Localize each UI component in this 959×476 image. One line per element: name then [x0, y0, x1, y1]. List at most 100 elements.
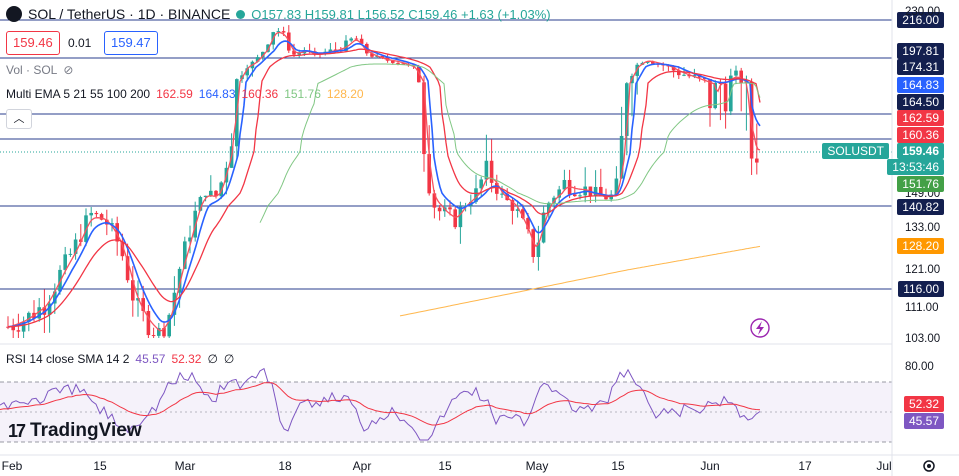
- symbol-title[interactable]: SOL / TetherUS · 1D · BINANCE: [28, 6, 231, 22]
- candle-body: [391, 60, 395, 63]
- ema200-value: 128.20: [326, 87, 364, 101]
- candle-body: [500, 193, 504, 195]
- current-price-tag: 159.46: [897, 143, 944, 159]
- price-axis-tick: 133.00: [905, 222, 941, 234]
- brand-name: TradingView: [30, 420, 142, 441]
- candle-body: [68, 253, 73, 255]
- candle-body: [521, 209, 525, 219]
- candle-body: [739, 70, 743, 84]
- price-tag: 164.50: [897, 94, 944, 110]
- candle-body: [396, 62, 400, 64]
- candle-body: [547, 202, 551, 213]
- price-axis-tick: 111.00: [905, 302, 939, 314]
- candle-body: [73, 239, 78, 254]
- candle-body: [11, 326, 15, 331]
- candle-body: [614, 178, 619, 195]
- rsi-sma-tag: 52.32: [903, 396, 944, 412]
- candle-body: [177, 268, 182, 293]
- time-axis-label: 17: [798, 459, 812, 473]
- candle-body: [183, 241, 187, 269]
- live-dot-icon: [236, 9, 246, 19]
- collapse-legend-button[interactable]: ︿: [6, 109, 32, 129]
- candle-body: [281, 31, 286, 33]
- eye-off-icon[interactable]: ⊘: [63, 63, 74, 77]
- ema55-value: 160.36: [241, 87, 279, 101]
- volume-legend[interactable]: Vol · SOL ⊘: [6, 63, 73, 77]
- candle-body: [131, 280, 135, 301]
- candle-body: [437, 207, 442, 212]
- rsi-tag: 45.57: [903, 413, 944, 429]
- candle-body: [37, 307, 41, 319]
- candle-body: [261, 51, 265, 58]
- lightning-icon[interactable]: [750, 318, 770, 338]
- candle-body: [692, 75, 697, 77]
- candle-body: [536, 242, 541, 257]
- candle-body: [146, 310, 151, 336]
- ema-line: [8, 48, 761, 328]
- price-tag: 128.20: [897, 238, 944, 254]
- candle-body: [573, 194, 577, 197]
- symbol-tag: SOLUSDT: [822, 143, 889, 159]
- candle-body: [671, 66, 676, 71]
- candle-body: [427, 154, 431, 194]
- price-tag: 162.59: [897, 110, 944, 126]
- candle-body: [453, 209, 457, 228]
- candle-body: [479, 179, 483, 189]
- time-axis-label: Feb: [2, 459, 23, 473]
- candle-body: [401, 63, 405, 65]
- price-axis-tick: 121.00: [905, 264, 941, 276]
- tradingview-logo-icon: 17: [8, 420, 26, 441]
- candle-body: [209, 190, 213, 196]
- candle-body: [344, 40, 348, 51]
- candle-body: [276, 31, 281, 33]
- rsi-line: [0, 367, 761, 441]
- spread-value: 0.01: [68, 36, 92, 50]
- candle-body: [349, 38, 353, 41]
- candle-body: [16, 330, 21, 332]
- rsi-legend[interactable]: RSI 14 close SMA 14 2 45.57 52.32 ∅ ∅: [6, 352, 234, 366]
- price-tag: 160.36: [897, 127, 944, 143]
- candle-body: [53, 291, 57, 304]
- sell-button[interactable]: 159.46: [6, 31, 60, 55]
- ema-line: [7, 31, 761, 332]
- candle-body: [651, 61, 655, 64]
- rsi-sma-value: 52.32: [171, 352, 202, 366]
- candle-body: [214, 190, 218, 197]
- price-axis-tick: 103.00: [905, 333, 941, 345]
- candle-body: [359, 38, 364, 44]
- candle-body: [167, 314, 171, 337]
- buy-button[interactable]: 159.47: [104, 31, 158, 55]
- candle-body: [370, 53, 374, 57]
- candle-body: [94, 212, 99, 215]
- candle-body: [328, 49, 333, 52]
- candle-body: [526, 218, 530, 230]
- low-value: L156.52: [357, 6, 405, 22]
- candle-body: [417, 66, 421, 83]
- candle-body: [708, 79, 712, 109]
- ema-legend[interactable]: Multi EMA 5 21 55 100 200 162.59 164.83 …: [6, 87, 364, 101]
- ema-label: Multi EMA 5 21 55 100 200: [6, 87, 151, 101]
- candle-body: [115, 223, 119, 242]
- sol-logo-icon: [6, 6, 22, 22]
- candle-body: [99, 214, 104, 220]
- rsi-label: RSI 14 close SMA 14 2: [6, 352, 130, 366]
- candle-body: [625, 83, 629, 136]
- price-tag: 197.81: [897, 43, 944, 59]
- settings-icon[interactable]: [923, 460, 935, 472]
- candle-body: [755, 158, 759, 163]
- candle-body: [105, 219, 109, 225]
- candle-body: [188, 237, 192, 242]
- price-tag: 116.00: [898, 281, 944, 297]
- tradingview-logo[interactable]: 17 TradingView: [8, 420, 142, 442]
- price-tag: 216.00: [897, 12, 944, 28]
- rsi-extra-1: ∅: [207, 352, 218, 366]
- candle-body: [6, 326, 10, 328]
- candle-body: [297, 53, 301, 55]
- time-axis-label: Jul: [876, 459, 891, 473]
- candle-body: [292, 50, 296, 55]
- candle-body: [266, 44, 270, 52]
- candle-body: [136, 298, 140, 301]
- candle-body: [484, 160, 489, 180]
- candle-body: [354, 38, 359, 40]
